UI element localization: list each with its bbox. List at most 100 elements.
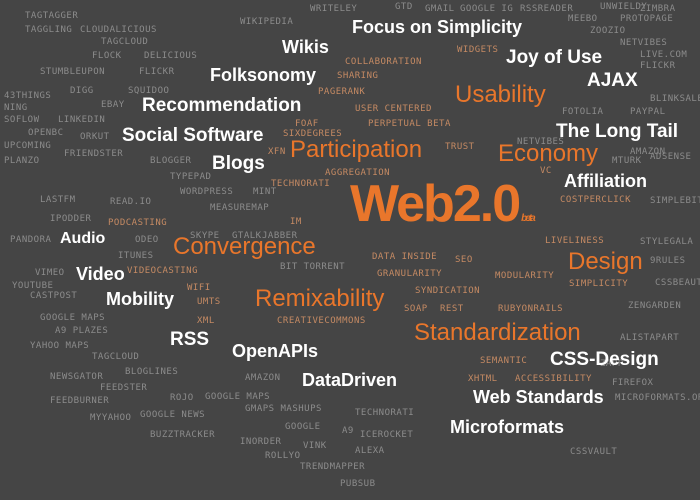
term-jabber: JABBER	[262, 231, 298, 241]
term-widgets: WIDGETS	[457, 45, 499, 55]
term-design: Design	[568, 248, 643, 275]
term-bloglines: BLOGLINES	[125, 367, 179, 377]
term-feedster: FEEDSTER	[100, 383, 148, 393]
term-gtalk: GTALK	[232, 231, 262, 241]
term-aggregation: AGGREGATION	[325, 168, 391, 178]
term-alexa: ALEXA	[355, 446, 385, 456]
term-netvibes: NETVIBES	[620, 38, 668, 48]
term-flickr: FLICKR	[139, 67, 175, 77]
term-seo: SEO	[455, 255, 473, 265]
term-cssbeauty: CSSBEAUTY	[655, 278, 700, 288]
term-typepad: TYPEPAD	[170, 172, 212, 182]
term-odeo: ODEO	[135, 235, 159, 245]
term-the-long-tail: The Long Tail	[556, 121, 679, 142]
term-stumbleupon: STUMBLEUPON	[40, 67, 106, 77]
term-youtube: YOUTUBE	[12, 281, 54, 291]
term-economy: Economy	[498, 140, 599, 167]
term-accessibility: ACCESSIBILITY	[515, 374, 592, 384]
term-rojo: ROJO	[170, 393, 194, 403]
term-inorder: INORDER	[240, 437, 282, 447]
term-technorati: TECHNORATI	[271, 179, 331, 189]
term-granularity: GRANULARITY	[377, 269, 443, 279]
term-pubsub: PUBSUB	[340, 479, 376, 489]
term-umts: UMTS	[197, 297, 221, 307]
term-google: GOOGLE	[285, 422, 321, 432]
term-43things: 43THINGS	[4, 91, 52, 101]
term-amazon: AMAZON	[630, 147, 666, 157]
term-mint: MINT	[253, 187, 277, 197]
headline-web20: Web2.0 beta	[350, 175, 536, 233]
term-tagcloud: TAGCLOUD	[92, 352, 140, 362]
term-blogger: BLOGGER	[150, 156, 192, 166]
term-syndication: SYNDICATION	[415, 286, 481, 296]
term-folksonomy: Folksonomy	[210, 65, 317, 85]
term-openapis: OpenAPIs	[232, 341, 319, 361]
term-zoozio: ZOOZIO	[590, 26, 626, 36]
term-standardization: Standardization	[414, 319, 581, 346]
term-read-io: READ.IO	[110, 197, 152, 207]
headline-text: Web2.0	[350, 175, 521, 233]
term-tagcloud: TAGCLOUD	[101, 37, 149, 47]
term-itunes: ITUNES	[118, 251, 154, 261]
term-gtd: GTD	[395, 2, 413, 12]
term-google-ig: GOOGLE IG	[460, 4, 514, 14]
term-modularity: MODULARITY	[495, 271, 555, 281]
term-blinksale: BLINKSALE	[650, 94, 700, 104]
term-newsgator: NEWSGATOR	[50, 372, 104, 382]
term-rss: RSS	[170, 329, 210, 350]
term-ebay: EBAY	[101, 100, 125, 110]
term-recommendation: Recommendation	[142, 95, 302, 116]
term-podcasting: PODCASTING	[108, 218, 168, 228]
term-wordpress: WORDPRESS	[180, 187, 234, 197]
term-convergence: Convergence	[173, 233, 316, 260]
term-microformats: Microformats	[450, 417, 565, 437]
term-ipodder: IPODDER	[50, 214, 92, 224]
term-perpetual-beta: PERPETUAL BETA	[368, 119, 451, 129]
term-web-standards: Web Standards	[473, 387, 604, 407]
term-costperclick: COSTPERCLICK	[560, 195, 632, 205]
term-ajax: AJAX	[587, 70, 638, 91]
term-user-centered: USER CENTERED	[355, 104, 432, 114]
term-ning: NING	[4, 103, 28, 113]
term-squidoo: SQUIDOO	[128, 86, 170, 96]
term-videocasting: VIDEOCASTING	[127, 266, 199, 276]
term-creativecommons: CREATIVECOMMONS	[277, 316, 366, 326]
term-xfn: XFN	[268, 147, 286, 157]
term-sharing: SHARING	[337, 71, 379, 81]
term-a9-plazes: A9 PLAZES	[55, 326, 109, 336]
term-semantic: SEMANTIC	[480, 356, 528, 366]
term-joy-of-use: Joy of Use	[506, 47, 603, 68]
term-zengarden: ZENGARDEN	[628, 301, 682, 311]
term-xhtml: XHTML	[468, 374, 498, 384]
term-flickr: FLICKR	[640, 61, 676, 71]
term-collaboration: COLLABORATION	[345, 57, 422, 67]
term-stylegala: STYLEGALA	[640, 237, 694, 247]
term-feedburner: FEEDBURNER	[50, 396, 110, 406]
term-wikis: Wikis	[282, 37, 329, 57]
term-google-news: GOOGLE NEWS	[140, 410, 206, 420]
term-mturk: MTURK	[612, 156, 642, 166]
term-sixdegrees: SIXDEGREES	[283, 129, 343, 139]
term-paypal: PAYPAL	[630, 107, 666, 117]
term-linkedin: LINKEDIN	[58, 115, 106, 125]
term-usability: Usability	[455, 81, 546, 108]
term-remixability: Remixability	[255, 285, 385, 312]
term-trendmapper: TRENDMAPPER	[300, 462, 366, 472]
term-im: IM	[290, 217, 302, 227]
term-data-inside: DATA INSIDE	[372, 252, 438, 262]
term-technorati: TECHNORATI	[355, 408, 415, 418]
term-trust: TRUST	[445, 142, 475, 152]
term-rubyonrails: RUBYONRAILS	[498, 304, 564, 314]
term-affiliation: Affiliation	[564, 171, 647, 191]
term-fotolia: FOTOLIA	[562, 107, 604, 117]
term-friendster: FRIENDSTER	[64, 149, 124, 159]
term-unwieldy: UNWIELDY	[600, 2, 648, 12]
term-soflow: SOFLOW	[4, 115, 40, 125]
term-vc: VC	[540, 166, 552, 176]
term-taggling: TAGGLING	[25, 25, 73, 35]
term-live-com: LIVE.COM	[640, 50, 688, 60]
term-participation: Participation	[290, 136, 423, 163]
term-pagerank: PAGERANK	[318, 87, 366, 97]
term-orkut: ORKUT	[80, 132, 110, 142]
